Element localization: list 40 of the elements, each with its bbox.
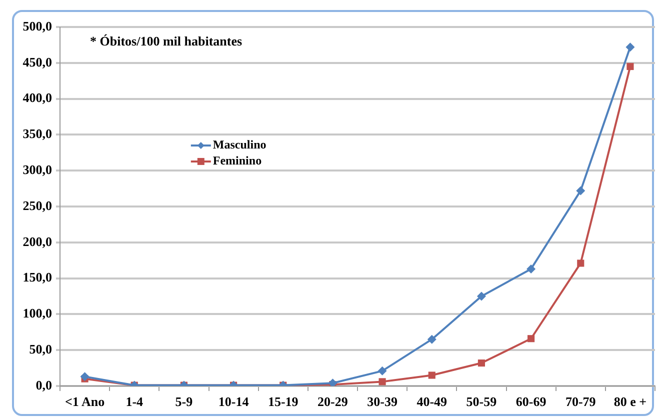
y-tick-label: 200,0 — [22, 234, 52, 249]
x-tick-label: 20-29 — [318, 394, 348, 410]
point — [576, 186, 586, 196]
x-tick-label: <1 Ano — [65, 394, 105, 410]
x-tick-label: 1-4 — [126, 394, 144, 410]
point — [478, 359, 485, 367]
y-tick-label: 350,0 — [22, 126, 52, 142]
point — [528, 335, 535, 342]
x-tick-label: 80 e + — [614, 394, 647, 410]
x-tick-label: 60-69 — [516, 394, 547, 410]
legend-label: Masculino — [212, 138, 266, 152]
legend-label: Feminino — [212, 154, 262, 168]
x-tick-label: 70-79 — [565, 394, 596, 410]
point — [577, 260, 584, 267]
x-tick-label: 30-39 — [367, 394, 398, 410]
point — [378, 378, 386, 386]
point — [378, 366, 387, 376]
y-tick-label: 0,0 — [36, 377, 52, 392]
point — [80, 372, 90, 382]
y-tick-label: 500,0 — [22, 18, 52, 34]
point — [626, 62, 634, 70]
point — [476, 292, 486, 301]
y-tick-label: 250,0 — [22, 198, 52, 213]
point — [526, 264, 536, 274]
y-tick-label: 50,0 — [29, 341, 52, 356]
x-tick-label: 5-9 — [175, 394, 194, 410]
annotation: * Óbitos/100 mil habitantes — [90, 33, 242, 48]
point — [427, 334, 436, 344]
x-tick-label: 40-49 — [416, 394, 448, 410]
y-tick-label: 100,0 — [22, 306, 52, 321]
y-tick-label: 450,0 — [22, 54, 52, 70]
x-tick-label: 10-14 — [218, 394, 250, 410]
x-tick-label: 50-59 — [466, 394, 498, 410]
x-tick-label: 15-19 — [268, 394, 299, 410]
point — [626, 42, 635, 52]
y-tick-label: 400,0 — [22, 90, 52, 106]
point — [328, 378, 338, 386]
point — [428, 372, 436, 379]
y-tick-label: 300,0 — [22, 162, 52, 177]
y-tick-label: 150,0 — [22, 270, 52, 285]
